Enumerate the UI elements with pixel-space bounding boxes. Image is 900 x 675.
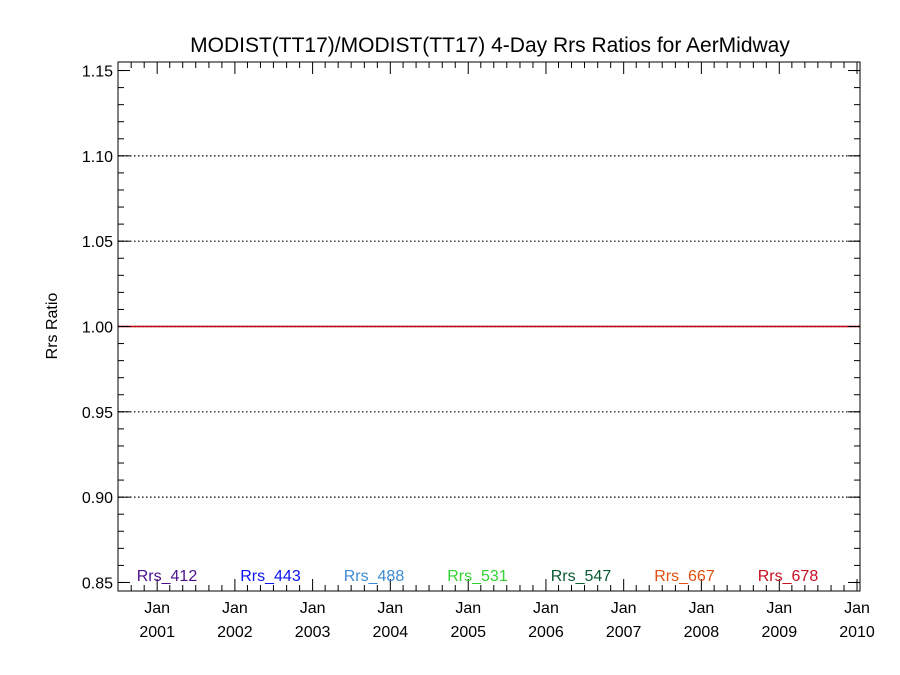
legend: Rrs_412 Rrs_443 Rrs_488 Rrs_531 Rrs_547 Rrs_6… — [137, 568, 819, 585]
tick-labels: 0.85 0.90 0.95 1.00 1.05 1.10 1.15 Jan 2001 Jan 20… — [82, 64, 875, 641]
x-tick-label-month: Jan — [144, 600, 170, 617]
legend-entry: Rrs_547 — [551, 568, 612, 585]
legend-entry: Rrs_488 — [344, 568, 405, 585]
x-tick-label-year: 2005 — [450, 624, 486, 641]
x-tick-label-month: Jan — [844, 600, 870, 617]
x-tick-label-month: Jan — [611, 600, 637, 617]
y-tick-label: 0.85 — [82, 575, 113, 592]
x-tick-label-year: 2004 — [373, 624, 409, 641]
y-axis-label: Rrs Ratio — [44, 293, 61, 360]
x-tick-label-year: 2003 — [295, 624, 331, 641]
legend-entry: Rrs_443 — [240, 568, 301, 585]
x-tick-label-year: 2008 — [684, 624, 720, 641]
x-tick-label-month: Jan — [533, 600, 559, 617]
y-tick-label: 1.15 — [82, 64, 113, 81]
y-tick-label: 1.10 — [82, 149, 113, 166]
x-tick-label-month: Jan — [300, 600, 326, 617]
x-tick-label-month: Jan — [377, 600, 403, 617]
x-tick-label-month: Jan — [222, 600, 248, 617]
legend-entry: Rrs_667 — [654, 568, 715, 585]
y-tick-label: 1.00 — [82, 320, 113, 337]
x-tick-label-month: Jan — [688, 600, 714, 617]
x-tick-label-year: 2009 — [762, 624, 798, 641]
y-tick-label: 0.95 — [82, 405, 113, 422]
x-tick-label-month: Jan — [766, 600, 792, 617]
axis-ticks — [117, 62, 860, 591]
x-tick-label-year: 2010 — [839, 624, 875, 641]
x-tick-label-year: 2007 — [606, 624, 642, 641]
x-tick-label-year: 2002 — [217, 624, 253, 641]
x-tick-label-month: Jan — [455, 600, 481, 617]
chart-title: MODIST(TT17)/MODIST(TT17) 4-Day Rrs Rati… — [190, 34, 790, 57]
x-tick-label-year: 2001 — [139, 624, 175, 641]
legend-entry: Rrs_531 — [447, 568, 508, 585]
legend-entry: Rrs_412 — [137, 568, 198, 585]
y-tick-label: 1.05 — [82, 234, 113, 251]
x-tick-label-year: 2006 — [528, 624, 564, 641]
legend-entry: Rrs_678 — [758, 568, 819, 585]
y-tick-label: 0.90 — [82, 490, 113, 507]
